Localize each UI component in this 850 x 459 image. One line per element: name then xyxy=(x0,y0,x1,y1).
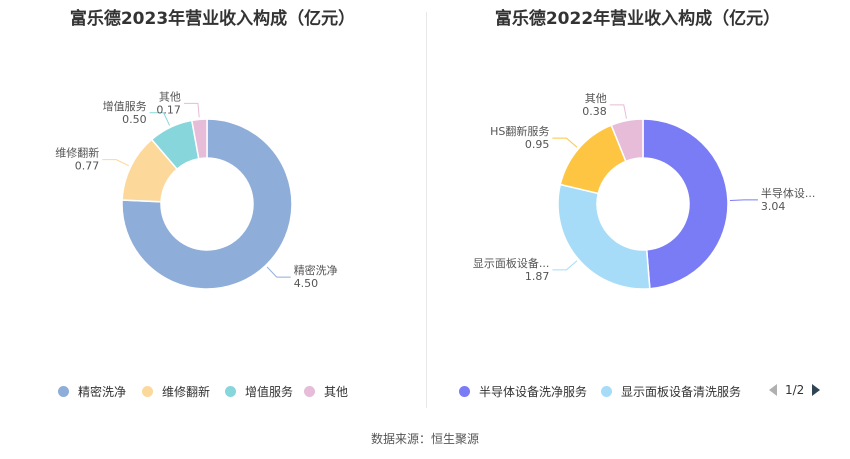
slice-value-4: 0.17 xyxy=(156,103,181,116)
slice-1[interactable] xyxy=(121,118,293,290)
legend-label: 精密洗净 xyxy=(78,385,127,399)
slice-label-2: 显示面板设备... xyxy=(473,256,549,270)
slice-4[interactable] xyxy=(610,118,644,163)
pager-label: 1/2 xyxy=(785,383,805,397)
chart-panel-2023: 富乐德2023年营业收入构成（亿元） 精密洗净 4.50 维修翻新 0.77 增值服务 0… xyxy=(0,0,425,410)
leader-line-1 xyxy=(729,199,758,201)
slice-1[interactable] xyxy=(642,118,729,290)
slice-label-4: 其他 xyxy=(159,90,181,103)
leader-line-1 xyxy=(266,266,291,278)
slice-value-4: 0.38 xyxy=(582,105,607,118)
chart-title: 富乐德2022年营业收入构成（亿元） xyxy=(494,9,781,29)
leader-line-2 xyxy=(552,260,578,271)
legend-dot-icon xyxy=(601,386,612,397)
legend-dot-icon xyxy=(459,386,470,397)
leader-line-2 xyxy=(102,159,130,167)
slice-2[interactable] xyxy=(557,183,651,290)
slice-value-3: 0.95 xyxy=(525,138,550,151)
legend-label: 维修翻新 xyxy=(162,385,211,399)
slice-label-3: HS翻新服务 xyxy=(490,124,549,138)
legend-item-3[interactable]: 增值服务 xyxy=(225,383,293,400)
leader-line-3 xyxy=(149,112,171,126)
legend-pager: 1/2 xyxy=(769,383,821,397)
panel-divider xyxy=(426,12,427,408)
legend-label: 显示面板设备清洗服务 xyxy=(621,385,742,399)
source-note: 数据来源：恒生聚源 xyxy=(370,432,479,446)
slice-value-2: 0.77 xyxy=(75,160,100,173)
slice-value-1: 4.50 xyxy=(294,277,319,290)
legend-label: 半导体设备洗净服务 xyxy=(479,385,588,399)
slice-value-1: 3.04 xyxy=(761,200,786,213)
legend-item-1[interactable]: 半导体设备洗净服务 xyxy=(459,383,587,400)
legend-label: 增值服务 xyxy=(245,385,294,399)
chart-title: 富乐德2023年营业收入构成（亿元） xyxy=(69,9,356,29)
legend-item-2[interactable]: 显示面板设备清洗服务 xyxy=(601,383,741,400)
slice-label-1: 精密洗净 xyxy=(294,263,338,277)
slice-label-3: 增值服务 xyxy=(103,99,147,113)
legend-dot-icon xyxy=(304,386,315,397)
legend-label: 其他 xyxy=(324,385,349,399)
slice-label-4: 其他 xyxy=(585,92,607,105)
slice-label-1: 半导体设... xyxy=(761,186,816,200)
slice-value-3: 0.50 xyxy=(122,113,147,126)
legend-item-4[interactable]: 其他 xyxy=(304,383,348,400)
chart-panel-2022: 富乐德2022年营业收入构成（亿元） 半导体设... 3.04 显示面板设备... 1… xyxy=(425,0,850,410)
legend-item-1[interactable]: 精密洗净 xyxy=(58,383,126,400)
leader-line-3 xyxy=(552,137,578,148)
leader-line-4 xyxy=(609,104,627,119)
legend-dot-icon xyxy=(142,386,153,397)
slice-4[interactable] xyxy=(190,118,208,160)
slice-value-2: 1.87 xyxy=(525,270,550,283)
legend-dot-icon xyxy=(58,386,69,397)
slice-label-2: 维修翻新 xyxy=(55,146,99,160)
next-page-icon[interactable] xyxy=(812,384,821,396)
prev-page-icon[interactable] xyxy=(769,384,777,396)
legend-dot-icon xyxy=(225,386,236,397)
leader-line-4 xyxy=(183,102,200,118)
legend-item-2[interactable]: 维修翻新 xyxy=(142,383,210,400)
